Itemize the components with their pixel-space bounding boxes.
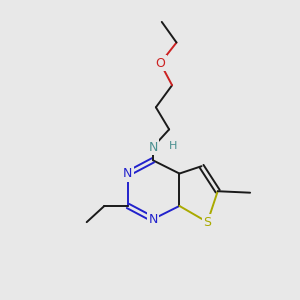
Text: N: N bbox=[148, 213, 158, 226]
Text: N: N bbox=[148, 141, 158, 154]
Text: O: O bbox=[155, 57, 165, 70]
Text: H: H bbox=[169, 141, 178, 151]
Text: N: N bbox=[123, 167, 133, 180]
Text: S: S bbox=[203, 216, 211, 229]
